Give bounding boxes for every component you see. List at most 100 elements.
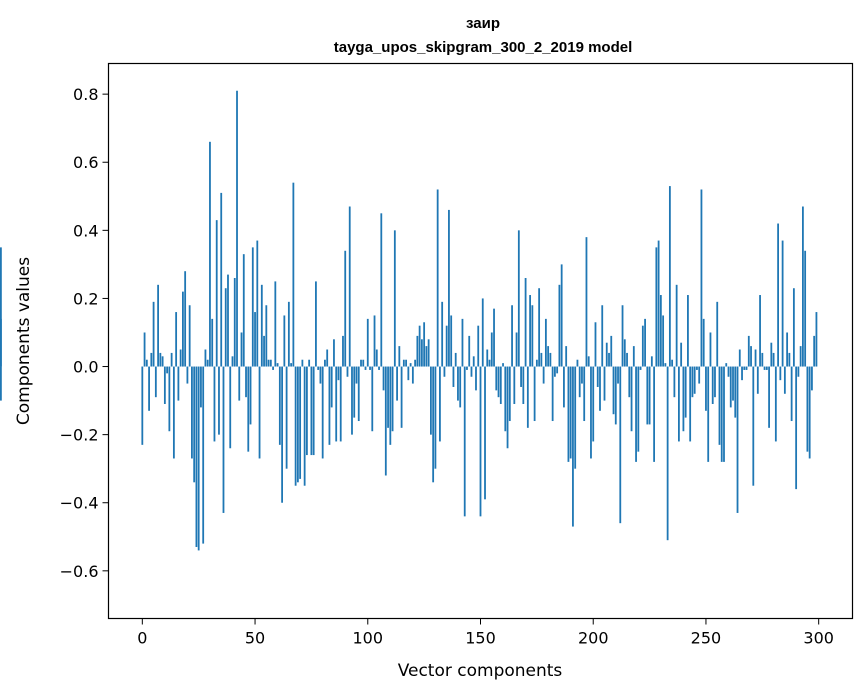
bar <box>524 278 527 367</box>
bar <box>547 346 550 367</box>
bar <box>554 366 556 377</box>
bar <box>409 363 412 367</box>
bar <box>292 182 295 367</box>
bar <box>197 366 200 551</box>
bar <box>339 366 342 442</box>
bar <box>450 315 453 367</box>
bar <box>209 141 211 367</box>
y-tick-label: 0.2 <box>73 289 98 308</box>
bar <box>655 247 658 367</box>
bar <box>508 366 511 422</box>
bar <box>175 312 178 367</box>
bar <box>813 335 816 367</box>
bar <box>452 366 455 387</box>
bar <box>632 346 635 367</box>
bar <box>714 366 716 398</box>
y-tick-label: −0.2 <box>60 426 99 445</box>
bar <box>380 213 383 367</box>
bar <box>0 366 2 401</box>
bar <box>750 346 752 367</box>
bar <box>272 366 274 370</box>
bar <box>702 318 705 367</box>
bar <box>445 325 448 367</box>
bar <box>745 366 748 370</box>
bar <box>375 349 378 367</box>
bar <box>466 366 468 370</box>
y-tick-label: 0.6 <box>73 153 98 172</box>
bar <box>161 356 164 367</box>
bar <box>729 366 732 408</box>
bar <box>756 366 759 394</box>
bar <box>504 366 507 432</box>
bar <box>741 366 743 381</box>
bar <box>231 356 234 367</box>
bar <box>759 295 761 367</box>
bar <box>251 247 254 367</box>
bar <box>364 366 367 370</box>
bar <box>278 366 281 445</box>
bar <box>463 366 466 517</box>
bar <box>725 363 728 367</box>
bar <box>172 366 175 459</box>
bar <box>263 335 265 367</box>
bar <box>799 346 802 367</box>
bar <box>267 359 270 367</box>
bar <box>179 349 182 367</box>
bar <box>752 366 755 486</box>
bar <box>355 366 358 384</box>
bar <box>310 366 313 456</box>
bar <box>265 305 268 367</box>
bar <box>743 366 746 370</box>
bar <box>448 209 450 367</box>
bar <box>145 359 148 367</box>
bar <box>206 359 209 367</box>
y-axis-ticks: −0.6 −0.4 −0.2 0.0 0.2 0.4 0.6 0.8 <box>60 85 109 581</box>
bar <box>659 295 662 367</box>
bar <box>644 318 646 367</box>
y-tick-label: 0.4 <box>73 221 98 240</box>
bar <box>675 284 678 367</box>
bar <box>204 349 207 367</box>
bar <box>696 366 698 370</box>
bar <box>612 366 615 415</box>
bar <box>227 274 229 367</box>
bar <box>351 366 353 435</box>
bar <box>479 366 482 517</box>
bar <box>490 332 493 367</box>
bar <box>193 366 196 483</box>
bar <box>384 366 387 476</box>
bar <box>641 325 644 367</box>
bar <box>427 339 430 367</box>
bar <box>254 312 256 367</box>
bar <box>732 366 734 401</box>
bar <box>574 366 577 469</box>
bar <box>723 366 725 462</box>
bar <box>472 356 475 367</box>
chart-title: заир <box>466 15 500 32</box>
bar <box>461 318 464 367</box>
bar <box>285 366 288 469</box>
bar <box>299 366 302 479</box>
bar <box>191 366 193 459</box>
bar <box>781 240 784 367</box>
bar <box>486 349 489 367</box>
bar <box>563 366 565 408</box>
bar <box>522 366 525 404</box>
bar <box>788 352 791 367</box>
bar <box>400 366 403 428</box>
bar <box>792 288 795 367</box>
bar <box>783 366 786 394</box>
x-tick-label: 100 <box>352 629 383 648</box>
bar <box>276 363 279 367</box>
bar <box>366 318 369 367</box>
bar <box>287 301 290 367</box>
bar <box>344 250 347 367</box>
bar <box>391 366 394 432</box>
bar <box>639 366 642 370</box>
bar <box>511 305 513 367</box>
bar <box>398 346 401 367</box>
bar <box>808 366 811 459</box>
bar <box>319 366 322 384</box>
bar <box>236 90 238 367</box>
bar <box>154 366 157 398</box>
